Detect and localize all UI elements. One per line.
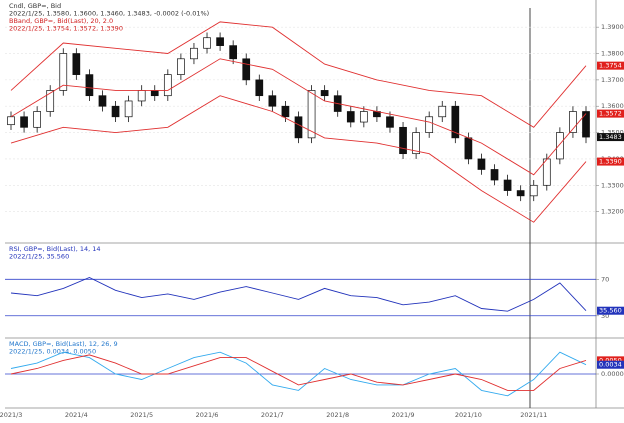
candle-body [150,90,159,97]
y-tick-label: 1.3200 [601,208,624,216]
candle-body [425,116,434,133]
indicator-header: Cndl, GBP=, Bid [9,2,61,10]
indicator-header: RSI, GBP=, Bid(Last), 14, 14 [9,245,101,253]
price-tag [597,133,624,142]
candle-body [516,190,525,197]
indicator-line [10,277,587,312]
candle-body [190,47,198,60]
candle-body [556,132,564,160]
candle-body [529,184,538,197]
price-tag [597,157,624,166]
x-tick-label: 2021/11 [520,411,547,419]
indicator-line [10,351,587,397]
y-tick-label: 30 [601,312,609,320]
candle-body [438,105,447,118]
candle-body [307,90,316,139]
price-tag-label: 0.0034 [599,361,622,369]
indicator-line [10,95,587,223]
candle-body [111,105,120,118]
candle-body [386,116,394,128]
candle-body [281,105,290,118]
candle-body [59,53,68,91]
candle-body [20,116,28,128]
indicator-header: MACD, GBP=, Bid(Last), 12, 26, 9 [9,340,118,348]
y-tick-label: 1.3800 [601,50,624,58]
candle-body [216,37,224,46]
candle-body [503,179,512,191]
candle-body [85,74,94,97]
candle-body [582,111,590,138]
y-tick-label: 1.3500 [601,129,624,137]
price-tag-label: 1.3390 [599,158,622,166]
candle-body [346,111,355,123]
indicator-header: 2022/1/25, 0.0034, 0.0050 [9,348,96,356]
candle-body [477,158,486,170]
candle-body [451,105,460,139]
candle-body [163,74,172,97]
price-tag-label: 35.560 [599,307,622,315]
candle-body [124,100,133,118]
indicator-header: BBand, GBP=, Bid(Last), 20, 2.0 [9,17,113,25]
y-tick-label: 1.3700 [601,76,624,84]
indicator-header: 2022/1/25, 1.3580, 1.3600, 1.3460, 1.348… [9,10,209,18]
candle-body [412,132,420,155]
price-tag-label: 1.3572 [599,110,622,118]
price-tag [597,306,624,315]
indicator-header: 2022/1/25, 35.560 [9,253,69,261]
candle-body [98,95,107,107]
x-tick-label: 2021/8 [326,411,349,419]
y-tick-label: 1.3600 [601,102,624,110]
indicator-line [10,58,587,176]
candle-body [72,53,81,75]
candle-body [359,111,368,123]
price-tag [597,360,624,369]
indicator-line [10,354,587,391]
price-tag-label: 1.3483 [599,133,622,141]
indicator-line [10,21,587,128]
candle-body [490,169,499,181]
candle-body [137,90,146,102]
candle-body [33,111,41,128]
candle-body [294,116,303,139]
x-tick-label: 2021/7 [261,411,284,419]
candle-body [203,37,211,49]
y-tick-label: 1.3300 [601,181,624,189]
candle-body [255,79,264,97]
price-tag [597,109,624,118]
y-tick-label: 0.0000 [601,370,624,378]
candle-body [242,58,251,81]
x-tick-label: 2021/5 [130,411,153,419]
price-tag-label: 0.0050 [599,356,622,364]
x-tick-label: 2021/3 [0,411,22,419]
y-tick-label: 1.3900 [601,23,624,31]
candle-body [7,116,15,126]
candle-body [569,111,577,133]
candle-body [464,137,473,160]
price-tag-label: 1.3754 [599,62,622,70]
indicator-header: 2022/1/25, 1.3754, 1.3572, 1.3390 [9,25,123,33]
price-tag [597,61,624,70]
y-tick-label: 70 [601,275,609,283]
x-tick-label: 2021/4 [65,411,88,419]
candle-body [177,58,185,75]
x-tick-label: 2021/10 [455,411,482,419]
candle-body [320,90,329,97]
x-tick-label: 2021/6 [196,411,219,419]
candle-body [229,45,238,60]
candle-body [46,90,55,112]
x-tick-label: 2021/9 [392,411,415,419]
candle-body [399,126,407,155]
price-tag [597,356,624,365]
candle-body [268,95,277,107]
